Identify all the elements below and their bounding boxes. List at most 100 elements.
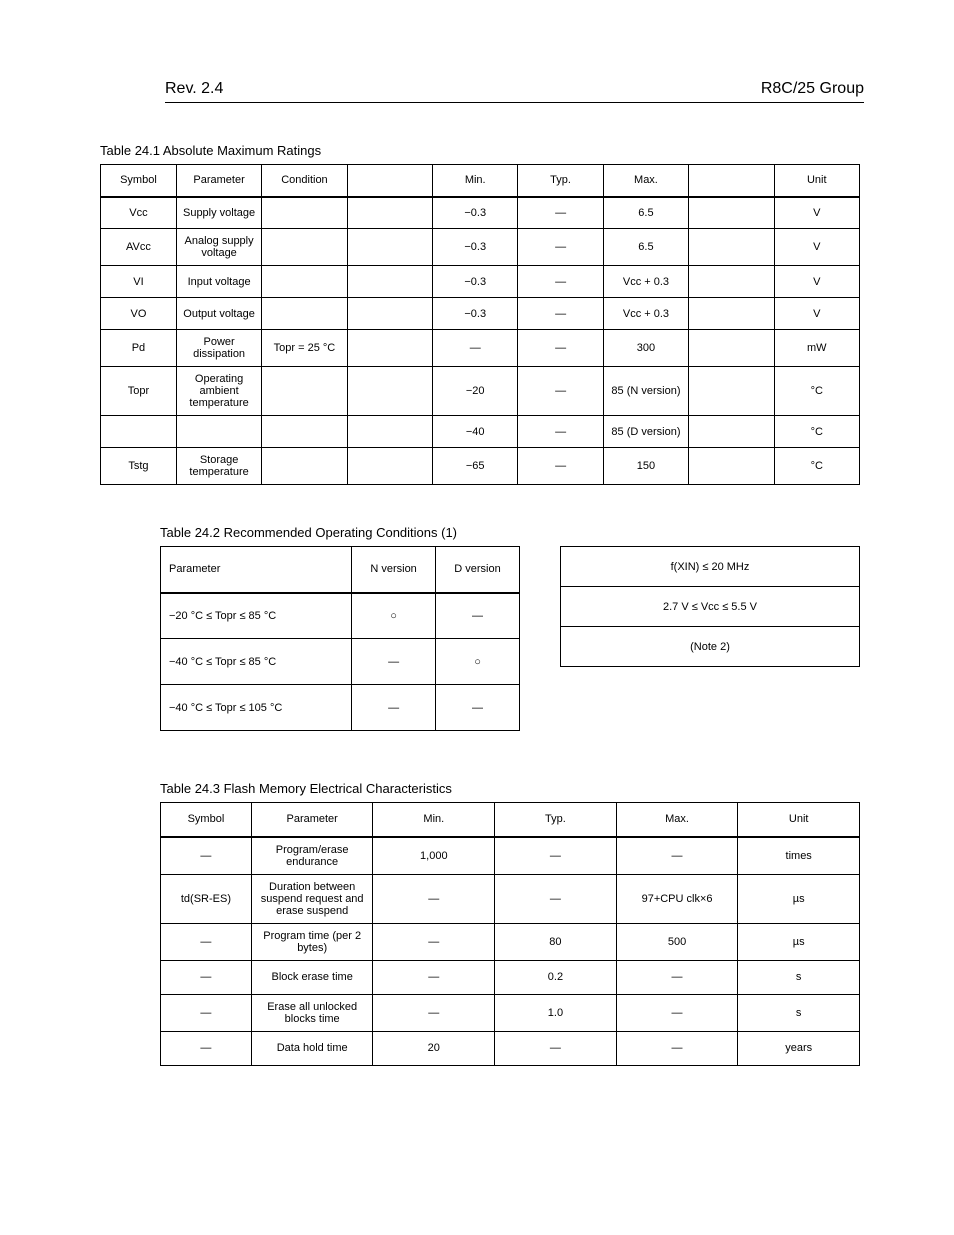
t2-cell: −40 °C ≤ Topr ≤ 85 °C [161, 639, 352, 685]
t2-cell: ○ [352, 593, 436, 639]
table2: Parameter N version D version −20 °C ≤ T… [160, 546, 520, 731]
t1-cell: V [774, 298, 859, 330]
t4-cell: — [161, 960, 252, 994]
t1-h6: Max. [603, 165, 688, 197]
t1-h4: Min. [433, 165, 518, 197]
t1-cell: 6.5 [603, 229, 688, 266]
t4-cell: Erase all unlocked blocks time [251, 994, 373, 1031]
t2-cell: — [352, 639, 436, 685]
t1-cell [347, 330, 432, 367]
t1-h0: Symbol [101, 165, 177, 197]
t4-h3: Typ. [495, 803, 617, 837]
t1-cell [262, 266, 347, 298]
t4-cell: — [161, 837, 252, 875]
t1-cell [262, 448, 347, 485]
t1-cell: Storage temperature [176, 448, 261, 485]
t1-cell [689, 367, 774, 416]
t1-cell [689, 298, 774, 330]
t4-cell: — [373, 994, 495, 1031]
t4-cell: td(SR-ES) [161, 874, 252, 923]
t1-cell: Pd [101, 330, 177, 367]
t1-cell [347, 197, 432, 229]
t1-cell [347, 367, 432, 416]
t1-cell: AVcc [101, 229, 177, 266]
t2-cell: −20 °C ≤ Topr ≤ 85 °C [161, 593, 352, 639]
t1-cell [689, 330, 774, 367]
t1-cell: Vcc + 0.3 [603, 266, 688, 298]
t1-h5: Typ. [518, 165, 603, 197]
t3-cell: f(XIN) ≤ 20 MHz [561, 547, 860, 587]
t4-cell: 97+CPU clk×6 [616, 874, 738, 923]
t1-cell: mW [774, 330, 859, 367]
t4-cell: Program time (per 2 bytes) [251, 923, 373, 960]
t1-cell: — [433, 330, 518, 367]
t1-cell: −65 [433, 448, 518, 485]
t1-cell: Topr [101, 367, 177, 416]
t1-cell [262, 416, 347, 448]
t1-cell [689, 448, 774, 485]
t2-cell: ○ [436, 639, 520, 685]
t1-cell: Tstg [101, 448, 177, 485]
t2-h1: N version [352, 547, 436, 593]
t4-cell: 0.2 [495, 960, 617, 994]
t4-cell: — [616, 1031, 738, 1065]
t1-cell: V [774, 266, 859, 298]
t2-cell: — [436, 593, 520, 639]
t4-cell: Data hold time [251, 1031, 373, 1065]
t1-cell: Analog supply voltage [176, 229, 261, 266]
t2-h0: Parameter [161, 547, 352, 593]
t1-cell: −0.3 [433, 229, 518, 266]
t1-cell: — [518, 416, 603, 448]
t1-cell: Vcc + 0.3 [603, 298, 688, 330]
table4: Symbol Parameter Min. Typ. Max. Unit —Pr… [160, 802, 860, 1066]
t4-h2: Min. [373, 803, 495, 837]
t1-cell: Output voltage [176, 298, 261, 330]
t4-h1: Parameter [251, 803, 373, 837]
t1-cell: 85 (D version) [603, 416, 688, 448]
t1-cell: −20 [433, 367, 518, 416]
t2-cell: — [352, 685, 436, 731]
t1-cell [689, 197, 774, 229]
t1-cell: Power dissipation [176, 330, 261, 367]
t4-cell: — [495, 874, 617, 923]
t4-cell: 1,000 [373, 837, 495, 875]
t4-cell: years [738, 1031, 860, 1065]
t1-cell [262, 298, 347, 330]
t4-cell: — [495, 1031, 617, 1065]
t1-cell: −0.3 [433, 197, 518, 229]
t1-cell: Topr = 25 °C [262, 330, 347, 367]
t4-cell: — [161, 923, 252, 960]
t1-cell [347, 266, 432, 298]
t4-cell: — [373, 874, 495, 923]
t2-cell: — [436, 685, 520, 731]
t1-cell: °C [774, 367, 859, 416]
t3-cell: (Note 2) [561, 627, 860, 667]
t4-cell: Program/erase endurance [251, 837, 373, 875]
t4-cell: — [373, 960, 495, 994]
t1-cell: 300 [603, 330, 688, 367]
t2-h2: D version [436, 547, 520, 593]
t1-cell [347, 416, 432, 448]
t1-cell: — [518, 298, 603, 330]
t1-cell [347, 448, 432, 485]
t1-cell [176, 416, 261, 448]
t1-cell [689, 266, 774, 298]
t1-cell [689, 416, 774, 448]
t1-cell [347, 298, 432, 330]
t1-cell: −40 [433, 416, 518, 448]
page-header: Rev. 2.4 R8C/25 Group [165, 80, 864, 103]
t1-cell: V [774, 197, 859, 229]
t1-cell: 85 (N version) [603, 367, 688, 416]
t1-h3 [347, 165, 432, 197]
t1-h2: Condition [262, 165, 347, 197]
t4-cell: 1.0 [495, 994, 617, 1031]
t1-cell: −0.3 [433, 298, 518, 330]
t1-cell: — [518, 330, 603, 367]
t4-cell: s [738, 994, 860, 1031]
t1-cell: 150 [603, 448, 688, 485]
t4-cell: µs [738, 874, 860, 923]
t4-cell: — [616, 960, 738, 994]
t1-cell: 6.5 [603, 197, 688, 229]
table2-title: Table 24.2 Recommended Operating Conditi… [160, 525, 864, 540]
header-version: R8C/25 Group [761, 80, 864, 98]
